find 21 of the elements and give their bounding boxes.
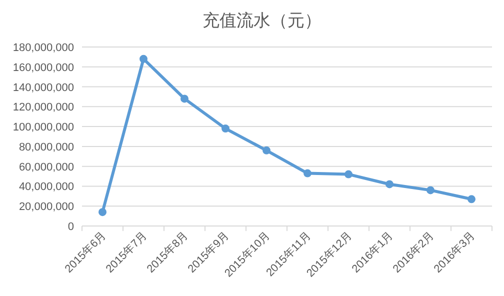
point	[468, 195, 476, 204]
y-tick-label: 140,000,000	[12, 82, 74, 94]
y-tick-label: 40,000,000	[18, 181, 74, 194]
point	[140, 54, 148, 63]
point	[262, 146, 270, 154]
point	[386, 180, 394, 188]
point	[180, 94, 188, 103]
point	[222, 124, 230, 133]
y-tick-label: 160,000,000	[12, 62, 74, 74]
y-tick-label: 180,000,000	[12, 42, 74, 54]
point	[344, 170, 352, 178]
y-tick-label: 120,000,000	[12, 102, 74, 114]
chart-title: 充值流水（元）	[202, 11, 322, 30]
point	[426, 186, 434, 194]
y-tick-label: 100,000,000	[12, 122, 74, 134]
y-tick-label: 60,000,000	[18, 161, 74, 174]
y-tick-label: 0	[68, 221, 74, 233]
point	[304, 169, 312, 178]
y-tick-label: 20,000,000	[18, 201, 74, 214]
point	[98, 208, 106, 216]
y-tick-label: 80,000,000	[18, 141, 74, 154]
